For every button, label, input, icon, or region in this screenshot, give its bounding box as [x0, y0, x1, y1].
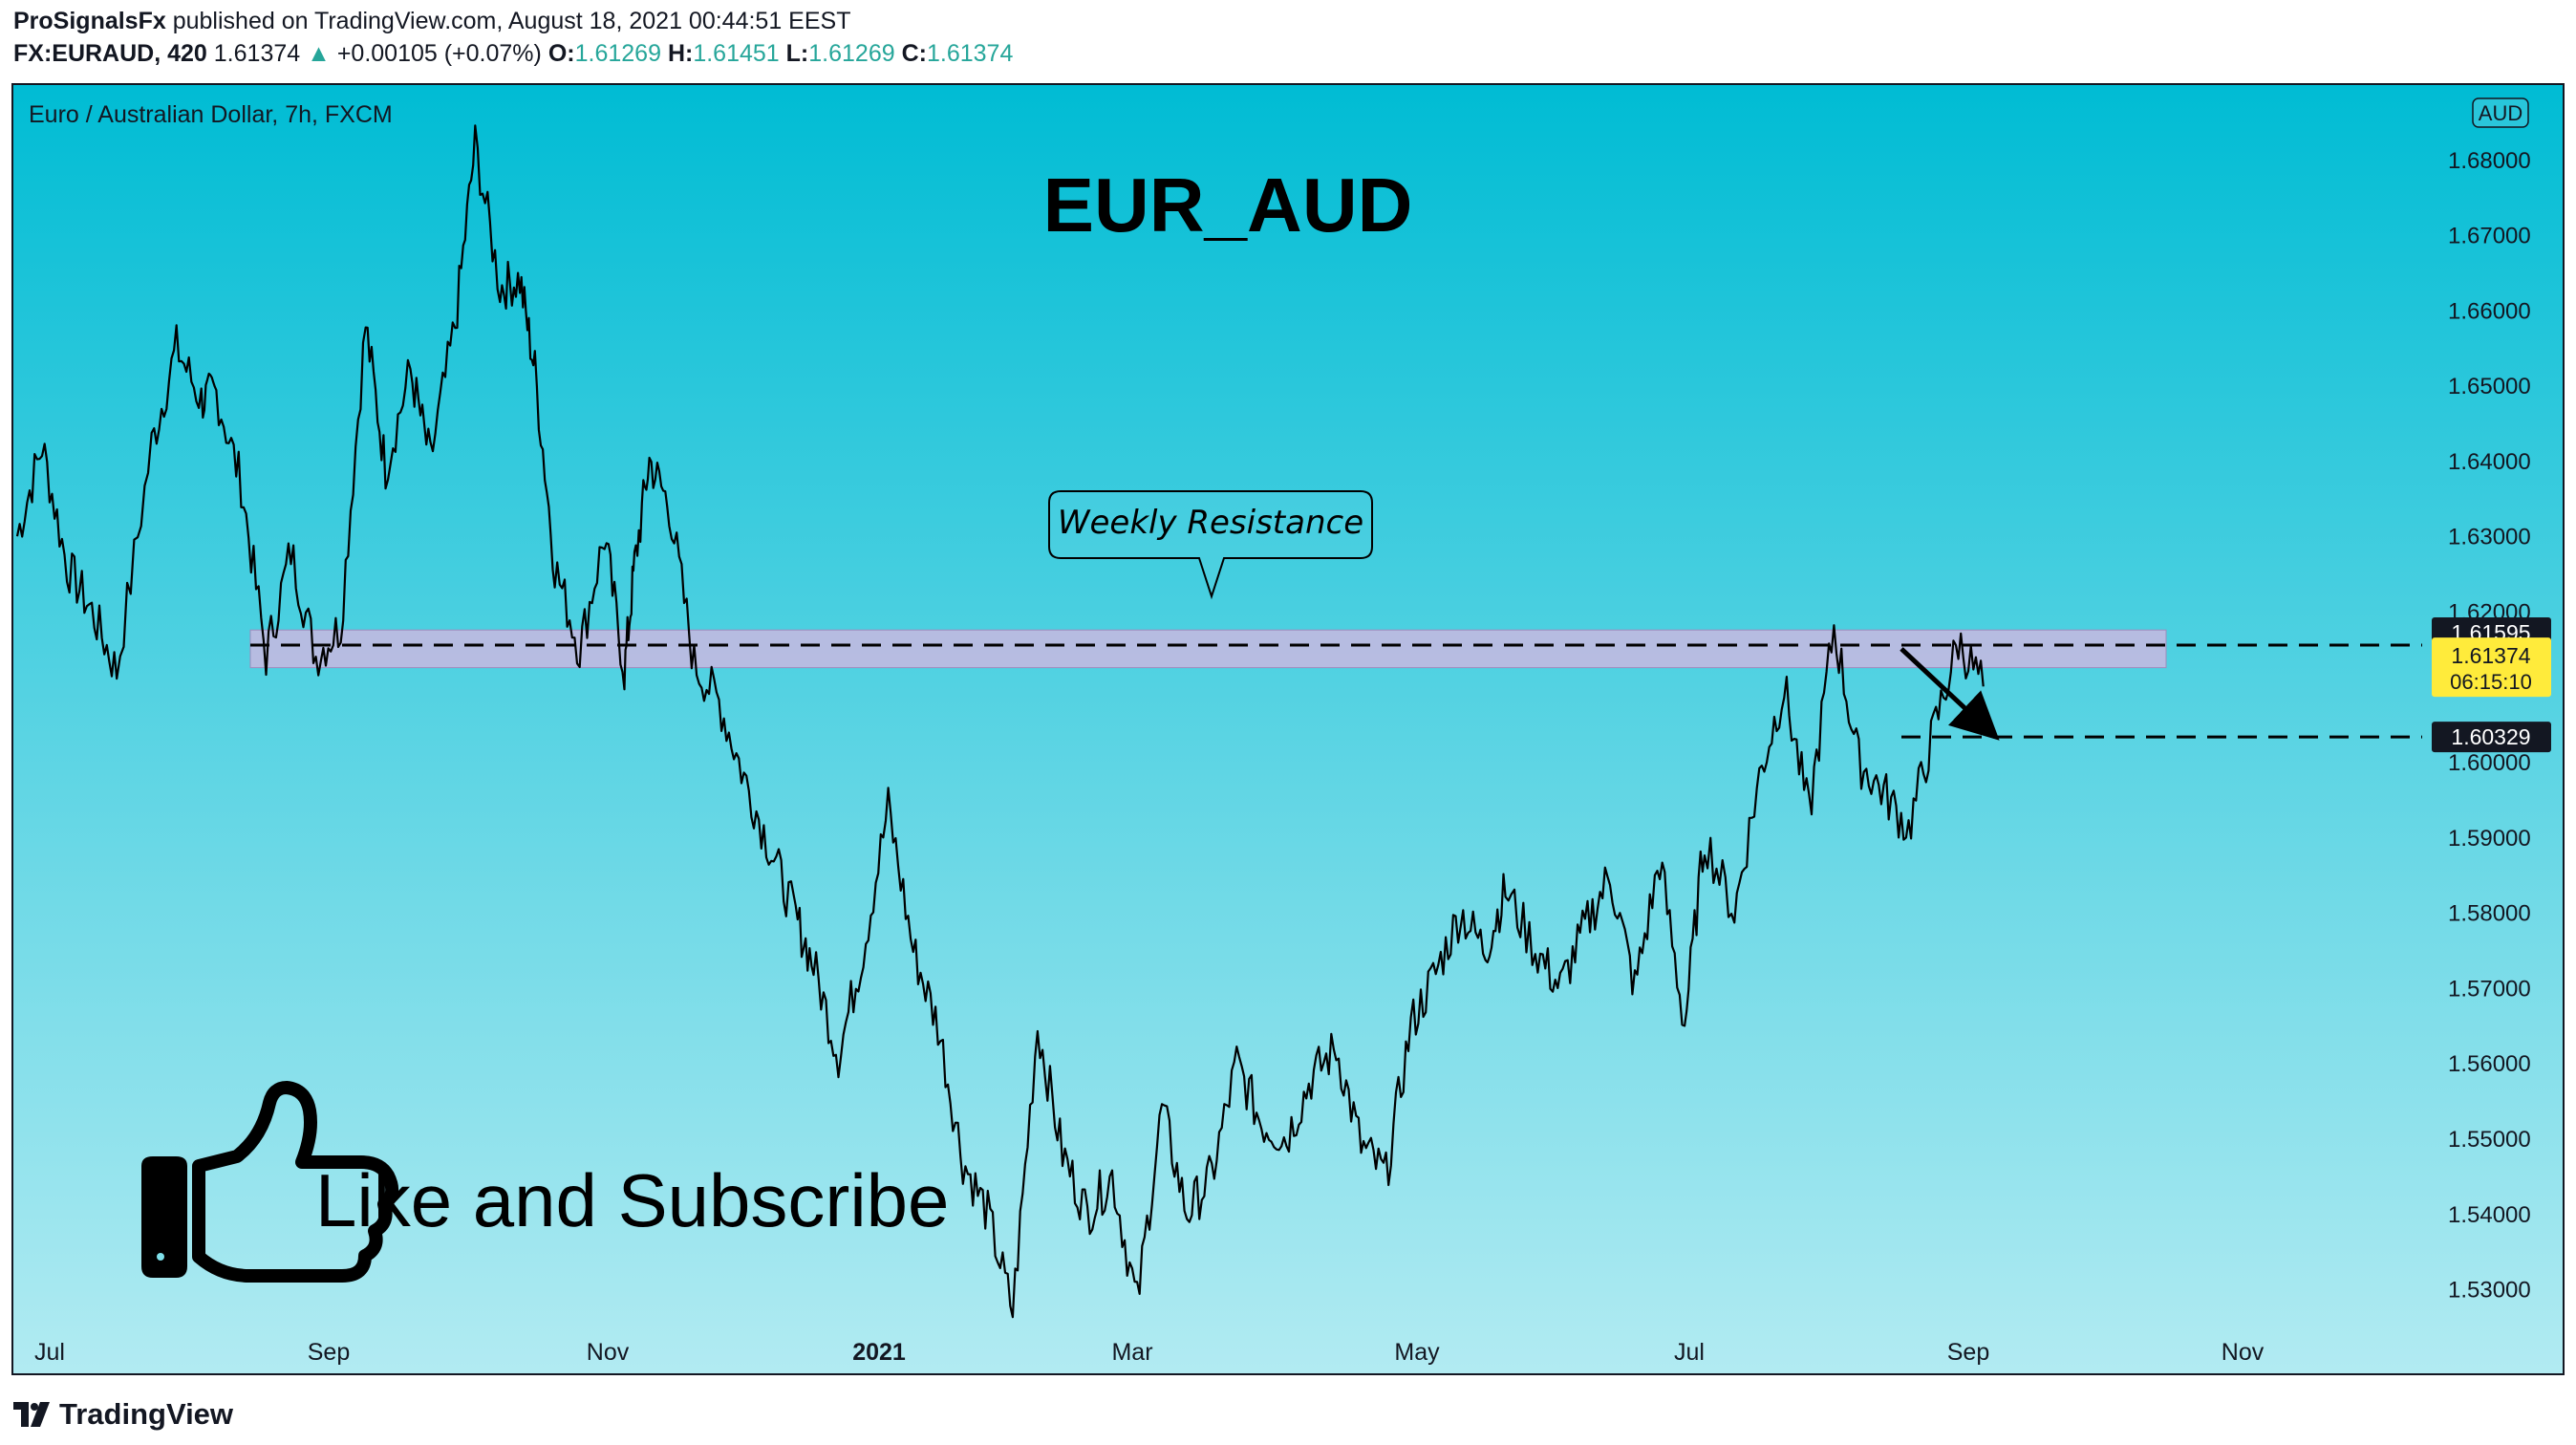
resistance-zone-rect — [249, 629, 2167, 669]
y-tick-label: 1.58000 — [2448, 901, 2531, 927]
x-tick-label: Nov — [587, 1339, 630, 1366]
x-tick-label: Jul — [1674, 1339, 1705, 1366]
published-text: published on TradingView.com, August 18,… — [172, 8, 851, 34]
y-tick-label: 1.68000 — [2448, 148, 2531, 174]
instrument-label: Euro / Australian Dollar, 7h, FXCM — [29, 101, 393, 128]
price-line — [15, 124, 1985, 1319]
y-tick-label: 1.53000 — [2448, 1278, 2531, 1304]
symbol-label[interactable]: FX:EURAUD, 420 — [13, 40, 207, 67]
x-tick-label: May — [1394, 1339, 1440, 1366]
x-tick-label: Sep — [308, 1339, 350, 1366]
y-tick-label: 1.66000 — [2448, 298, 2531, 324]
current-price-label: 1.61374 — [2451, 643, 2530, 668]
low-label: L: — [785, 40, 809, 67]
high-value: 1.61451 — [693, 40, 780, 67]
x-tick-label: Nov — [2222, 1339, 2265, 1366]
annotations: Weekly Resistance — [250, 490, 2422, 741]
open-value: 1.61269 — [574, 40, 661, 67]
resistance-callout-label: Weekly Resistance — [1058, 504, 1363, 542]
close-label: C: — [901, 40, 927, 67]
promo: Like and Subscribe — [141, 1081, 949, 1283]
chart-title: EUR_AUD — [1043, 162, 1413, 248]
y-tick-label: 1.55000 — [2448, 1127, 2531, 1153]
price-series — [15, 124, 1985, 1319]
y-tick-label: 1.57000 — [2448, 976, 2531, 1002]
x-tick-label: 2021 — [852, 1339, 906, 1366]
close-value: 1.61374 — [926, 40, 1014, 67]
x-tick-label: Jul — [34, 1339, 65, 1366]
down-arrow-icon[interactable] — [1900, 647, 2000, 741]
x-axis: Jul Sep Nov 2021 Mar May Jul Sep Nov — [34, 1339, 2265, 1366]
y-tick-label: 1.67000 — [2448, 224, 2531, 249]
resistance-zone — [249, 629, 2167, 669]
high-label: H: — [667, 40, 694, 67]
y-tick-label: 1.59000 — [2448, 826, 2531, 852]
x-tick-label: Mar — [1111, 1339, 1152, 1366]
footer-brand[interactable]: TradingView — [13, 1397, 233, 1432]
open-label: O: — [547, 40, 575, 67]
currency-badge[interactable] — [2472, 97, 2529, 128]
last-price: 1.61374 — [213, 40, 301, 67]
promo-text: Like and Subscribe — [315, 1158, 949, 1242]
y-tick-label: 1.60000 — [2448, 750, 2531, 776]
publisher-name[interactable]: ProSignalsFx — [13, 8, 166, 34]
countdown-label: 06:15:10 — [2450, 670, 2532, 694]
currency-badge-label: AUD — [2479, 101, 2522, 125]
low-value: 1.61269 — [808, 40, 895, 67]
current-price-tag — [2432, 637, 2551, 698]
thumbs-up-icon — [141, 1081, 399, 1283]
footer-brand-text: TradingView — [59, 1397, 234, 1431]
target-price-label: 1.60329 — [2451, 724, 2530, 749]
price-change: +0.00105 (+0.07%) — [336, 40, 542, 67]
x-tick-label: Sep — [1947, 1339, 1989, 1366]
resistance-callout[interactable] — [1048, 490, 1373, 600]
chart-border — [11, 83, 2565, 1375]
tradingview-logo-icon — [13, 1402, 50, 1427]
publish-info: ProSignalsFx published on TradingView.co… — [13, 8, 850, 35]
chart-background — [12, 84, 2564, 1374]
target-price-label-bg — [2432, 722, 2551, 753]
y-tick-label: 1.56000 — [2448, 1051, 2531, 1077]
up-arrow-icon: ▲ — [307, 40, 331, 67]
ohlc-bar: FX:EURAUD, 420 1.61374 ▲ +0.00105 (+0.07… — [13, 40, 1013, 68]
y-tick-label: 1.63000 — [2448, 525, 2531, 550]
y-tick-label: 1.64000 — [2448, 449, 2531, 475]
y-tick-label: 1.54000 — [2448, 1202, 2531, 1228]
y-tick-label: 1.65000 — [2448, 374, 2531, 399]
